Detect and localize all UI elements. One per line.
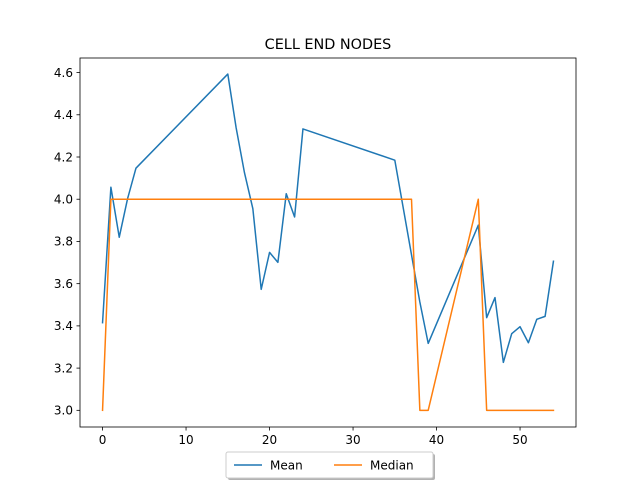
- y-tick-label: 4.0: [54, 193, 73, 207]
- x-tick-label: 10: [178, 433, 193, 447]
- y-tick-label: 3.6: [54, 277, 73, 291]
- y-axis: 3.0 3.2 3.4 3.6 3.8 4.0 4.2 4.4 4.6: [54, 66, 80, 418]
- y-tick-label: 4.6: [54, 66, 73, 80]
- x-tick-label: 20: [262, 433, 277, 447]
- y-tick-label: 4.2: [54, 150, 73, 164]
- plot-area: [79, 57, 577, 428]
- y-tick-label: 3.2: [54, 361, 73, 375]
- x-axis: 0 10 20 30 40 50: [99, 427, 528, 447]
- legend-box: [225, 451, 434, 479]
- legend-label-mean: Mean: [270, 458, 303, 472]
- y-tick-label: 3.0: [54, 404, 73, 418]
- axes-frame: [79, 57, 577, 428]
- series-line-mean: [101, 73, 555, 364]
- y-tick-label: 3.8: [54, 235, 73, 249]
- y-tick-label: 4.4: [54, 108, 73, 122]
- x-tick-label: 30: [345, 433, 360, 447]
- x-tick-label: 40: [429, 433, 444, 447]
- x-tick-label: 50: [512, 433, 527, 447]
- y-tick-label: 3.4: [54, 319, 73, 333]
- series-layer: [101, 73, 555, 412]
- legend-label-median: Median: [370, 458, 414, 472]
- series-line-median: [101, 198, 555, 412]
- x-tick-label: 0: [99, 433, 107, 447]
- chart-title: CELL END NODES: [265, 37, 392, 53]
- legend: Mean Median: [225, 451, 435, 480]
